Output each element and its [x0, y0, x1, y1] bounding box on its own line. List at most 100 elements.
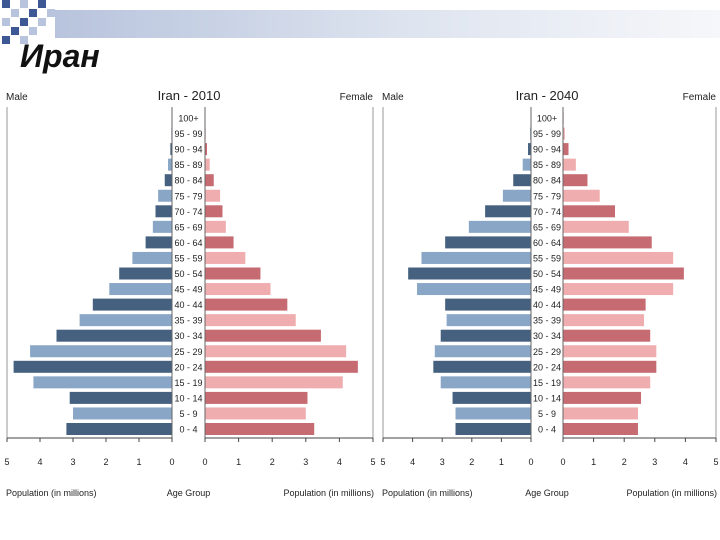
age-group-label: 85 - 89	[174, 160, 202, 170]
female-bar-70-74	[563, 205, 616, 218]
female-x-tick-label: 4	[337, 457, 342, 467]
age-group-label: 30 - 34	[533, 331, 561, 341]
female-bar-5-9	[563, 407, 638, 420]
female-bar-75-79	[205, 189, 221, 202]
female-bar-85-89	[563, 158, 576, 171]
x-label-right: Population (in millions)	[283, 488, 374, 498]
age-group-label: 40 - 44	[533, 300, 561, 310]
age-group-label: 25 - 29	[174, 347, 202, 357]
female-bar-45-49	[563, 283, 674, 296]
chart-title: Iran - 2040	[516, 88, 579, 103]
x-label-left: Population (in millions)	[382, 488, 473, 498]
checker-square	[47, 9, 55, 17]
checker-square	[29, 9, 37, 17]
female-bar-35-39	[563, 314, 645, 327]
female-bar-50-54	[563, 267, 684, 280]
age-group-label: 5 - 9	[179, 409, 197, 419]
pyramid-chart-2: Iran - 2040 Male Female 100+ 95 - 99 90 - 94 8…	[380, 88, 718, 498]
male-bar-10-14	[452, 391, 531, 404]
male-bar-15-19	[440, 376, 531, 389]
age-group-label: 25 - 29	[533, 347, 561, 357]
age-group-label: 15 - 19	[174, 378, 202, 388]
checker-square	[2, 36, 10, 44]
female-bar-60-64	[205, 236, 234, 249]
female-x-tick-label: 4	[683, 457, 688, 467]
female-bar-80-84	[563, 174, 588, 187]
checker-square	[2, 0, 10, 8]
male-bar-20-24	[433, 360, 531, 373]
male-bar-55-59	[421, 251, 531, 264]
title-gradient-bar	[55, 10, 720, 38]
male-x-tick-label: 0	[169, 457, 174, 467]
male-bar-25-29	[30, 345, 172, 358]
female-bar-80-84	[205, 174, 214, 187]
male-bar-10-14	[69, 391, 172, 404]
age-group-label: 30 - 34	[174, 331, 202, 341]
female-bar-55-59	[205, 251, 246, 264]
age-group-label: 35 - 39	[174, 316, 202, 326]
female-bar-40-44	[563, 298, 646, 311]
female-x-tick-label: 3	[303, 457, 308, 467]
male-bar-35-39	[446, 314, 531, 327]
female-bar-75-79	[563, 189, 600, 202]
x-label-center: Age Group	[525, 488, 569, 498]
female-bar-50-54	[205, 267, 261, 280]
age-group-label: 70 - 74	[533, 207, 561, 217]
male-x-tick-label: 3	[70, 457, 75, 467]
male-bar-85-89	[168, 158, 172, 171]
female-bar-45-49	[205, 283, 271, 296]
age-group-label: 95 - 99	[533, 129, 561, 139]
male-x-tick-label: 0	[528, 457, 533, 467]
pyramid-chart-1: Iran - 2010 Male Female 100+ 95 - 99 90 - 94 8…	[4, 88, 375, 498]
female-bar-20-24	[205, 360, 358, 373]
male-bar-65-69	[152, 220, 172, 233]
male-bar-5-9	[455, 407, 531, 420]
female-x-tick-label: 2	[270, 457, 275, 467]
chart-title: Iran - 2010	[158, 88, 221, 103]
male-bar-0-4	[66, 423, 172, 435]
checker-square	[20, 18, 28, 26]
female-bar-0-4	[563, 423, 638, 435]
male-bar-30-34	[56, 329, 172, 342]
female-bar-90-94	[205, 143, 208, 156]
age-group-label: 90 - 94	[533, 145, 561, 155]
female-x-tick-label: 2	[622, 457, 627, 467]
male-x-tick-label: 4	[410, 457, 415, 467]
age-group-label: 90 - 94	[174, 145, 202, 155]
female-bar-15-19	[563, 376, 651, 389]
male-bar-15-19	[33, 376, 173, 389]
age-group-label: 70 - 74	[174, 207, 202, 217]
female-bar-5-9	[205, 407, 306, 420]
female-x-tick-label: 1	[236, 457, 241, 467]
age-group-label: 0 - 4	[179, 425, 197, 435]
male-bar-70-74	[485, 205, 531, 218]
female-bar-35-39	[205, 314, 296, 327]
female-bar-20-24	[563, 360, 657, 373]
male-bar-80-84	[513, 174, 531, 187]
female-x-tick-label: 0	[202, 457, 207, 467]
age-group-label: 10 - 14	[533, 393, 561, 403]
male-x-tick-label: 4	[37, 457, 42, 467]
male-bar-90-94	[528, 143, 531, 156]
age-group-label: 20 - 24	[533, 362, 561, 372]
female-x-tick-label: 1	[591, 457, 596, 467]
female-bar-15-19	[205, 376, 343, 389]
female-bar-10-14	[205, 391, 308, 404]
male-bar-45-49	[109, 283, 172, 296]
female-x-tick-label: 3	[652, 457, 657, 467]
slide-title: Иран	[20, 38, 100, 74]
male-bar-65-69	[468, 220, 531, 233]
male-x-tick-label: 1	[499, 457, 504, 467]
male-bar-75-79	[158, 189, 172, 202]
female-bar-65-69	[205, 220, 226, 233]
age-group-label: 50 - 54	[174, 269, 202, 279]
female-bar-60-64	[563, 236, 652, 249]
female-bar-30-34	[205, 329, 321, 342]
male-bar-25-29	[434, 345, 531, 358]
checker-pattern	[2, 0, 55, 44]
female-x-tick-label: 5	[713, 457, 718, 467]
age-group-label: 35 - 39	[533, 316, 561, 326]
checker-square	[20, 36, 28, 44]
male-bar-60-64	[145, 236, 172, 249]
